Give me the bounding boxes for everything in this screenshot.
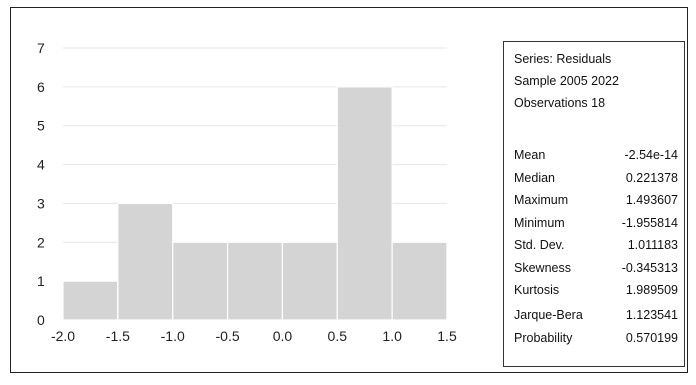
- x-tick-label: 1.0: [382, 328, 402, 344]
- y-tick-label: 2: [37, 234, 45, 250]
- histogram-bar: [172, 241, 229, 321]
- stat-label: Jarque-Bera: [514, 308, 583, 322]
- stats-header: Series: Residuals Sample 2005 2022 Obser…: [504, 42, 684, 114]
- x-tick-label: -1.5: [106, 328, 130, 344]
- stat-row: Skewness -0.345313: [514, 257, 678, 280]
- y-tick-label: 4: [37, 157, 45, 173]
- x-axis-ticks: -2.0 -1.5 -1.0 -0.5 0.0 0.5 1.0 1.5: [51, 328, 457, 344]
- histogram-bar: [391, 241, 448, 321]
- x-tick-label: 0.0: [273, 328, 293, 344]
- histogram-bar: [281, 241, 338, 321]
- x-tick-label: -0.5: [216, 328, 240, 344]
- stat-row: Mean -2.54e-14: [514, 144, 678, 167]
- x-tick-label: 1.5: [437, 328, 457, 344]
- observations-label: Observations 18: [514, 96, 606, 110]
- x-tick-label: -2.0: [51, 328, 75, 344]
- histogram-bar: [62, 280, 119, 321]
- stat-label: Probability: [514, 330, 573, 345]
- stat-row: Maximum 1.493607: [514, 189, 678, 212]
- stat-value: 1.493607: [625, 193, 678, 207]
- stat-label: Skewness: [514, 260, 571, 275]
- stat-label: Mean: [514, 148, 546, 162]
- stat-row: Minimum -1.955814: [514, 212, 678, 235]
- y-tick-label: 3: [37, 195, 45, 211]
- stat-value: -1.955814: [621, 215, 678, 230]
- stat-value: 0.570199: [625, 330, 678, 345]
- statistics-panel: Series: Residuals Sample 2005 2022 Obser…: [503, 41, 685, 367]
- histogram-bar: [336, 86, 393, 321]
- stat-label: Minimum: [514, 215, 565, 230]
- stat-label: Kurtosis: [514, 283, 560, 297]
- y-tick-label: 1: [37, 273, 45, 289]
- stat-label: Median: [514, 170, 555, 185]
- y-axis-ticks: 0 1 2 3 4 5 6 7: [37, 40, 45, 328]
- jarque-bera-stats: Jarque-Bera 1.123541 Probability 0.570199: [514, 304, 678, 349]
- series-label: Series: Residuals: [514, 52, 612, 66]
- stat-row: Jarque-Bera 1.123541: [514, 304, 678, 327]
- stat-value: -0.345313: [621, 260, 678, 275]
- x-tick-label: -1.0: [161, 328, 185, 344]
- stat-row: Probability 0.570199: [514, 327, 678, 350]
- histogram-chart: 0 1 2 3 4 5 6 7 -2.0 -1.5 -1.0 -0.5 0.0 0.5 1.0 1.5: [37, 40, 457, 344]
- stat-label: Std. Dev.: [514, 238, 565, 252]
- stat-row: Median 0.221378: [514, 167, 678, 190]
- stat-value: 0.221378: [625, 170, 678, 185]
- y-tick-label: 6: [37, 79, 45, 95]
- figure-frame: 0 1 2 3 4 5 6 7 -2.0 -1.5 -1.0 -0.5 0.0 0.5 1.0 1.5 Se…: [10, 7, 688, 373]
- stat-value: -2.54e-14: [624, 148, 678, 162]
- stat-label: Maximum: [514, 193, 569, 207]
- stat-row: Std. Dev. 1.011183: [514, 234, 678, 257]
- histogram-bar: [226, 241, 284, 321]
- y-tick-label: 5: [37, 118, 45, 134]
- descriptive-stats: Mean -2.54e-14 Median 0.221378 Maximum 1.4936…: [514, 144, 678, 302]
- stat-row: Kurtosis 1.989509: [514, 279, 678, 302]
- y-tick-label: 0: [37, 312, 45, 328]
- stat-value: 1.011183: [627, 238, 678, 252]
- y-tick-label: 7: [37, 40, 45, 56]
- stat-value: 1.989509: [625, 283, 678, 297]
- histogram-bar: [117, 202, 174, 321]
- histogram-bars: [62, 86, 448, 321]
- stat-value: 1.123541: [625, 308, 678, 322]
- x-tick-label: 0.5: [328, 328, 348, 344]
- sample-label: Sample 2005 2022: [514, 74, 619, 88]
